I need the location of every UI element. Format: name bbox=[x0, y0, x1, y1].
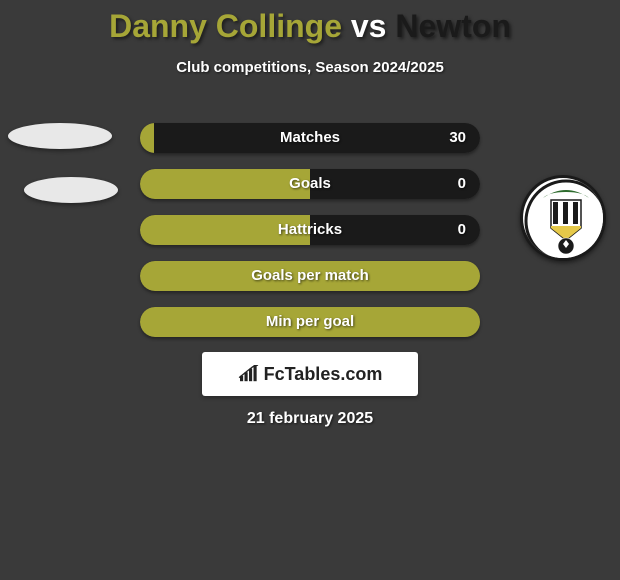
page-title: Danny Collinge vs Newton bbox=[0, 0, 620, 45]
stat-label: Goals per match bbox=[140, 261, 480, 291]
right-club-badge bbox=[520, 175, 606, 261]
brand-box: FcTables.com bbox=[202, 352, 418, 396]
stats-list: Matches30Goals0Hattricks0Goals per match… bbox=[140, 123, 480, 353]
player1-name: Danny Collinge bbox=[109, 8, 342, 44]
date-text: 21 february 2025 bbox=[0, 410, 620, 428]
stat-bar: Goals0 bbox=[140, 169, 480, 199]
stat-label: Goals bbox=[140, 169, 480, 199]
bar-chart-icon bbox=[238, 365, 260, 383]
crest-svg bbox=[523, 178, 606, 261]
left-placeholder-oval-2 bbox=[24, 177, 118, 203]
stat-label: Matches bbox=[140, 123, 480, 153]
stat-value-right: 0 bbox=[458, 169, 466, 199]
club-crest bbox=[520, 175, 606, 261]
stat-label: Hattricks bbox=[140, 215, 480, 245]
stat-label: Min per goal bbox=[140, 307, 480, 337]
comparison-card: Danny Collinge vs Newton Club competitio… bbox=[0, 0, 620, 580]
brand-text: FcTables.com bbox=[264, 364, 383, 385]
vs-label: vs bbox=[351, 8, 387, 44]
stat-bar: Matches30 bbox=[140, 123, 480, 153]
player2-name: Newton bbox=[395, 8, 511, 44]
stat-value-right: 30 bbox=[449, 123, 466, 153]
stat-bar: Goals per match bbox=[140, 261, 480, 291]
stat-bar: Min per goal bbox=[140, 307, 480, 337]
stat-bar: Hattricks0 bbox=[140, 215, 480, 245]
subtitle: Club competitions, Season 2024/2025 bbox=[0, 59, 620, 76]
left-placeholder-oval-1 bbox=[8, 123, 112, 149]
stat-value-right: 0 bbox=[458, 215, 466, 245]
